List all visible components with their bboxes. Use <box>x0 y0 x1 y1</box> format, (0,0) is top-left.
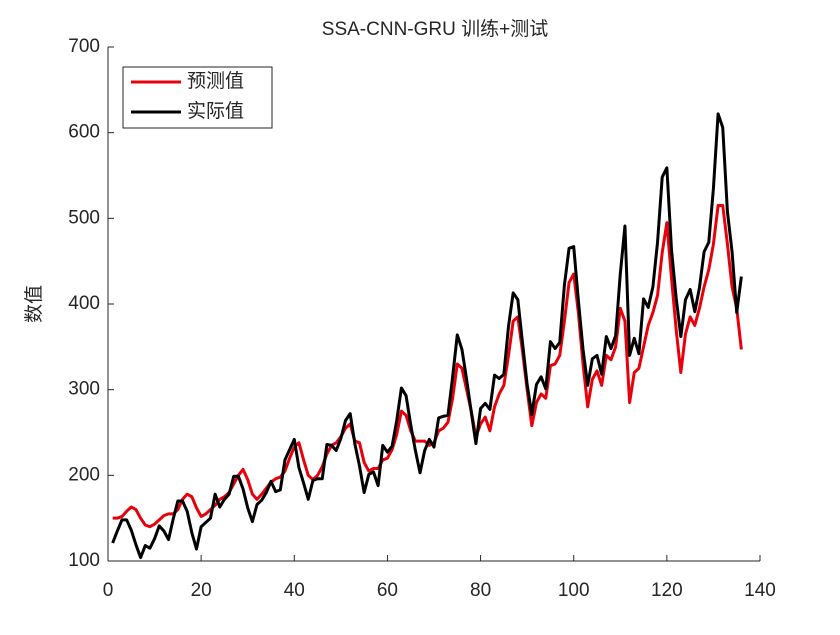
series-line <box>111 112 743 560</box>
x-tick-label: 60 <box>377 580 398 601</box>
y-tick-label: 100 <box>68 550 100 571</box>
chart-title: SSA-CNN-GRU 训练+测试 <box>322 18 548 40</box>
x-tick-label: 0 <box>103 580 114 601</box>
x-tick-label: 140 <box>744 580 776 601</box>
legend-label: 预测值 <box>187 70 244 92</box>
y-tick-label: 400 <box>68 293 100 314</box>
x-tick-label: 20 <box>191 580 212 601</box>
legend-label: 实际值 <box>187 100 244 122</box>
y-tick-label: 600 <box>68 122 100 143</box>
series-line <box>112 203 743 529</box>
y-tick-label: 500 <box>68 207 100 228</box>
legend-box <box>122 66 273 129</box>
x-tick-label: 80 <box>470 580 491 601</box>
y-tick-label: 300 <box>68 379 100 400</box>
x-tick-label: 100 <box>558 580 590 601</box>
x-tick-label: 120 <box>651 580 683 601</box>
y-tick-label: 700 <box>68 36 100 57</box>
x-tick-label: 40 <box>284 580 305 601</box>
y-axis-label: 数值 <box>23 285 45 323</box>
y-tick-label: 200 <box>68 464 100 485</box>
